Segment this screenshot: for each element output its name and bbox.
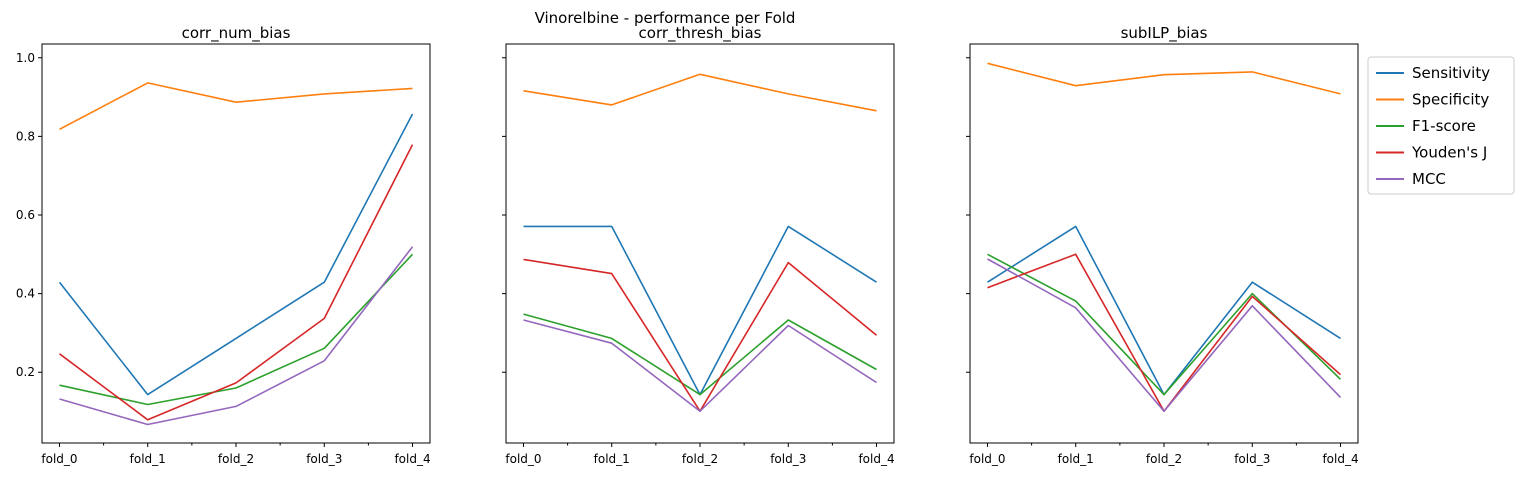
legend-label-specificity: Specificity xyxy=(1412,91,1489,109)
y-tick-label: 0.2 xyxy=(16,365,35,379)
series-line-specificity xyxy=(987,62,1341,95)
series-line-mcc xyxy=(523,319,877,413)
legend-label-f1-score: F1-score xyxy=(1412,117,1476,135)
x-tick-label: fold_4 xyxy=(1322,452,1358,466)
x-tick-label: fold_3 xyxy=(770,452,806,466)
series-line-sensitivity xyxy=(987,225,1341,396)
series-line-sensitivity xyxy=(523,225,877,396)
subplot-title: corr_num_bias xyxy=(182,24,291,43)
axes-frame xyxy=(969,43,1359,444)
x-tick-label: fold_0 xyxy=(505,452,541,466)
subplot-subilp-bias: subILP_bias fold_0 fold_1 fold_2 fold_3 fold_… xyxy=(966,24,1359,466)
x-tick-label: fold_1 xyxy=(594,452,630,466)
x-tick-label: fold_3 xyxy=(1234,452,1270,466)
x-tick-label: fold_2 xyxy=(1146,452,1182,466)
y-tick-label: 1.0 xyxy=(16,51,35,65)
series-line-f1-score xyxy=(523,313,877,396)
series-line-specificity xyxy=(59,82,413,131)
y-tick-label: 0.4 xyxy=(16,287,35,301)
x-tick-label: fold_2 xyxy=(682,452,718,466)
y-tick-label: 0.8 xyxy=(16,129,35,143)
subplot-title: corr_thresh_bias xyxy=(639,24,762,43)
series-line-mcc xyxy=(59,246,414,426)
figure-suptitle: Vinorelbine - performance per Fold xyxy=(535,9,796,27)
series-line-specificity xyxy=(523,73,877,112)
x-tick-label: fold_2 xyxy=(218,452,254,466)
legend-label-sensitivity: Sensitivity xyxy=(1412,64,1490,82)
x-tick-label: fold_3 xyxy=(306,452,342,466)
legend: Sensitivity Specificity F1-score Youden's J… xyxy=(1367,56,1515,195)
legend-label-mcc: MCC xyxy=(1412,170,1446,188)
subplot-corr-thresh-bias: corr_thresh_bias fold_0 fold_1 fold_2 fold_3… xyxy=(502,24,895,466)
series-line-mcc xyxy=(987,258,1342,413)
legend-frame xyxy=(1367,56,1515,195)
x-tick-label: fold_4 xyxy=(858,452,894,466)
series-line-youden-s-j xyxy=(59,144,414,421)
series-line-youden-s-j xyxy=(523,258,878,413)
axes-frame xyxy=(505,43,895,444)
series-line-f1-score xyxy=(987,253,1342,396)
subplot-corr-num-bias: corr_num_bias fold_0 fold_1 fold_2 fold_3 fol… xyxy=(16,24,431,466)
x-tick-label: fold_0 xyxy=(41,452,77,466)
legend-label-youden-s-j: Youden's J xyxy=(1411,144,1487,162)
subplot-title: subILP_bias xyxy=(1121,24,1208,43)
x-tick-label: fold_0 xyxy=(969,452,1005,466)
x-tick-label: fold_1 xyxy=(130,452,166,466)
x-tick-label: fold_1 xyxy=(1058,452,1094,466)
series-line-youden-s-j xyxy=(987,253,1342,413)
x-tick-label: fold_4 xyxy=(394,452,430,466)
y-tick-label: 0.6 xyxy=(16,208,35,222)
series-line-sensitivity xyxy=(58,113,414,396)
